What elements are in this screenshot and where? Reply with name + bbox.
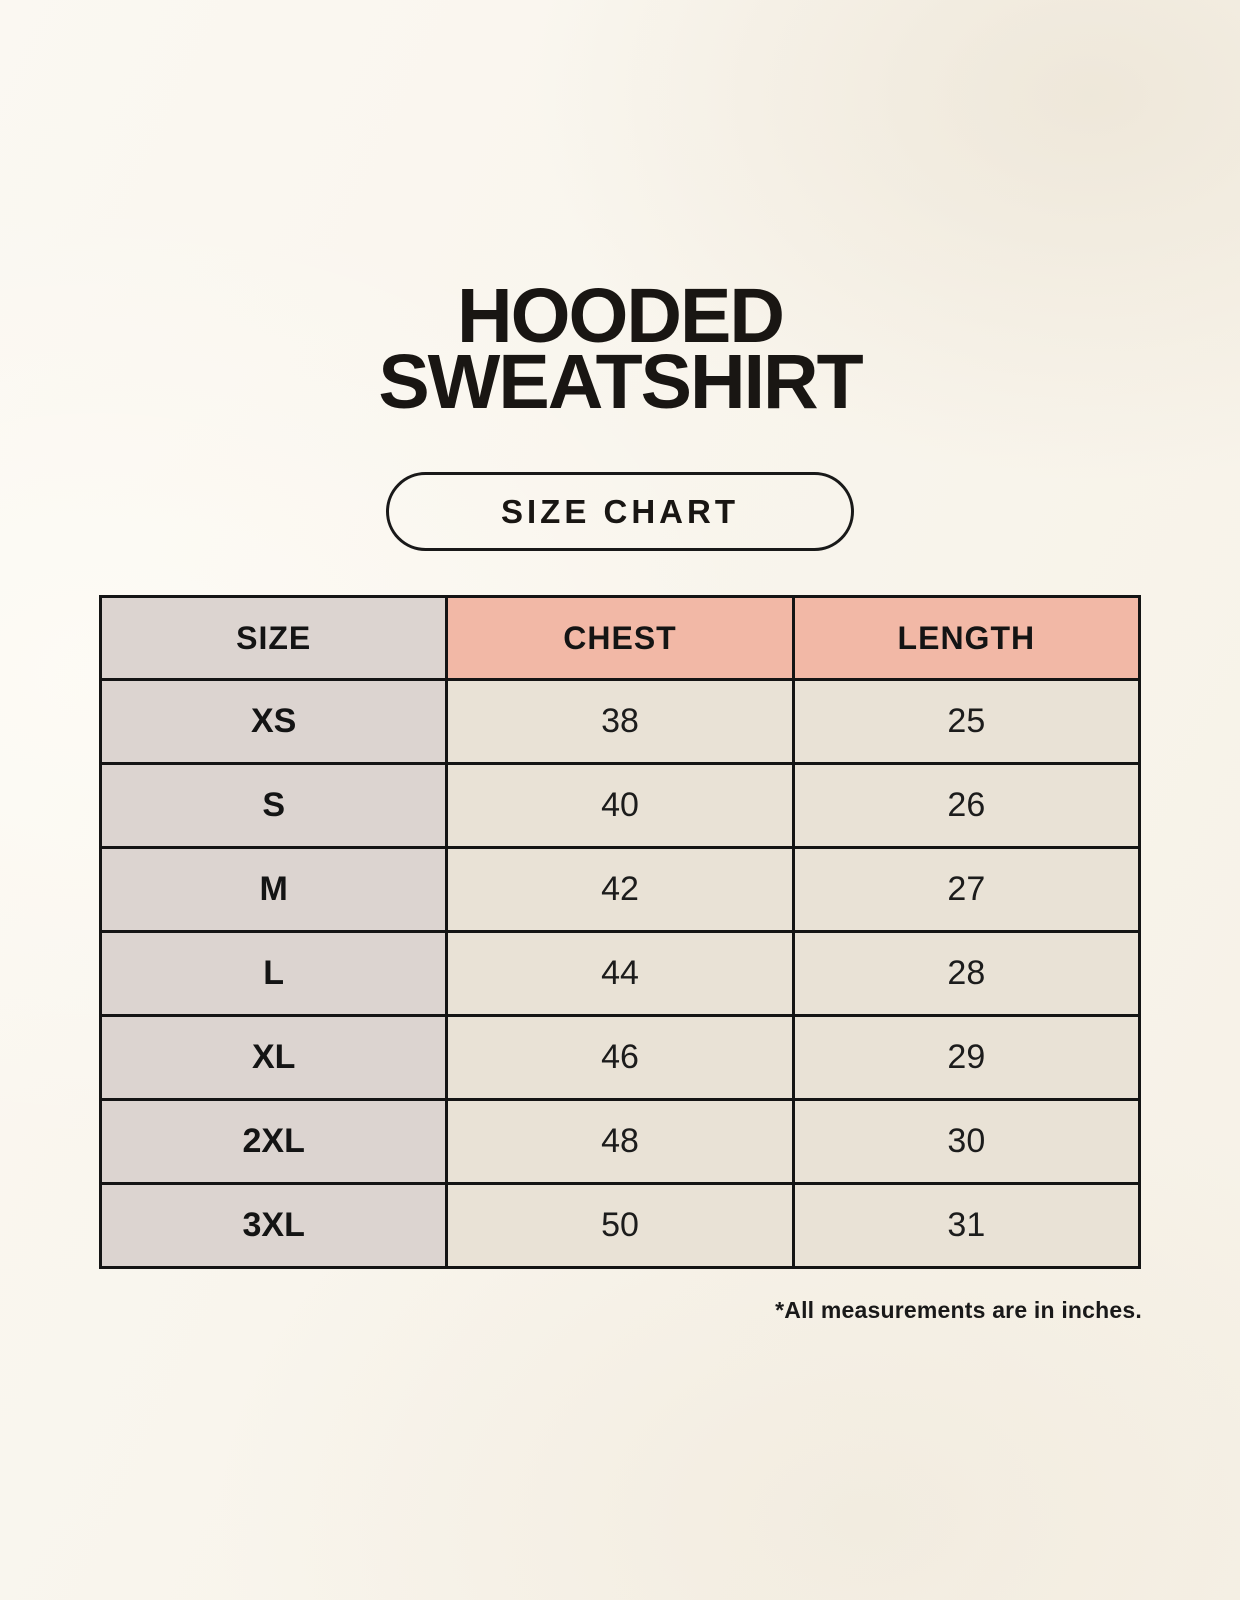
length-cell: 28 <box>791 930 1142 1017</box>
length-cell: 31 <box>791 1182 1142 1269</box>
size-cell: L <box>98 930 449 1017</box>
size-cell: XS <box>98 678 449 765</box>
size-chart-badge-label: SIZE CHART <box>501 492 739 530</box>
page-title: HOODED SWEATSHIRT <box>0 277 1240 426</box>
chest-cell: 50 <box>445 1182 795 1269</box>
length-cell: 29 <box>791 1014 1142 1101</box>
measurements-footnote: *All measurements are in inches. <box>775 1297 1142 1323</box>
table-row: M 42 27 <box>98 846 1142 933</box>
chest-cell: 48 <box>445 1098 795 1185</box>
length-cell: 25 <box>791 678 1142 765</box>
chest-cell: 42 <box>445 846 795 933</box>
size-cell: XL <box>98 1014 449 1101</box>
column-header-length: LENGTH <box>791 595 1142 681</box>
column-header-chest: CHEST <box>445 595 795 681</box>
size-cell: 3XL <box>98 1182 449 1269</box>
table-row: L 44 28 <box>98 930 1142 1017</box>
size-cell: M <box>98 846 449 933</box>
size-cell: 2XL <box>98 1098 449 1185</box>
chest-cell: 40 <box>445 762 795 849</box>
size-chart-table: SIZE CHEST LENGTH XS 38 25 S 40 26 M 42 … <box>98 595 1142 1269</box>
size-cell: S <box>98 762 449 849</box>
table-row: 2XL 48 30 <box>98 1098 1142 1185</box>
table-row: XL 46 29 <box>98 1014 1142 1101</box>
length-cell: 30 <box>791 1098 1142 1185</box>
chest-cell: 44 <box>445 930 795 1017</box>
length-cell: 26 <box>791 762 1142 849</box>
page-title-line-2: SWEATSHIRT <box>378 339 863 426</box>
table-row: 3XL 50 31 <box>98 1182 1142 1269</box>
table-row: XS 38 25 <box>98 678 1142 765</box>
chest-cell: 38 <box>445 678 795 765</box>
size-chart-badge: SIZE CHART <box>386 472 854 551</box>
chest-cell: 46 <box>445 1014 795 1101</box>
length-cell: 27 <box>791 846 1142 933</box>
table-row: S 40 26 <box>98 762 1142 849</box>
header-row: SIZE CHEST LENGTH <box>98 595 1142 681</box>
column-header-size: SIZE <box>98 595 449 681</box>
